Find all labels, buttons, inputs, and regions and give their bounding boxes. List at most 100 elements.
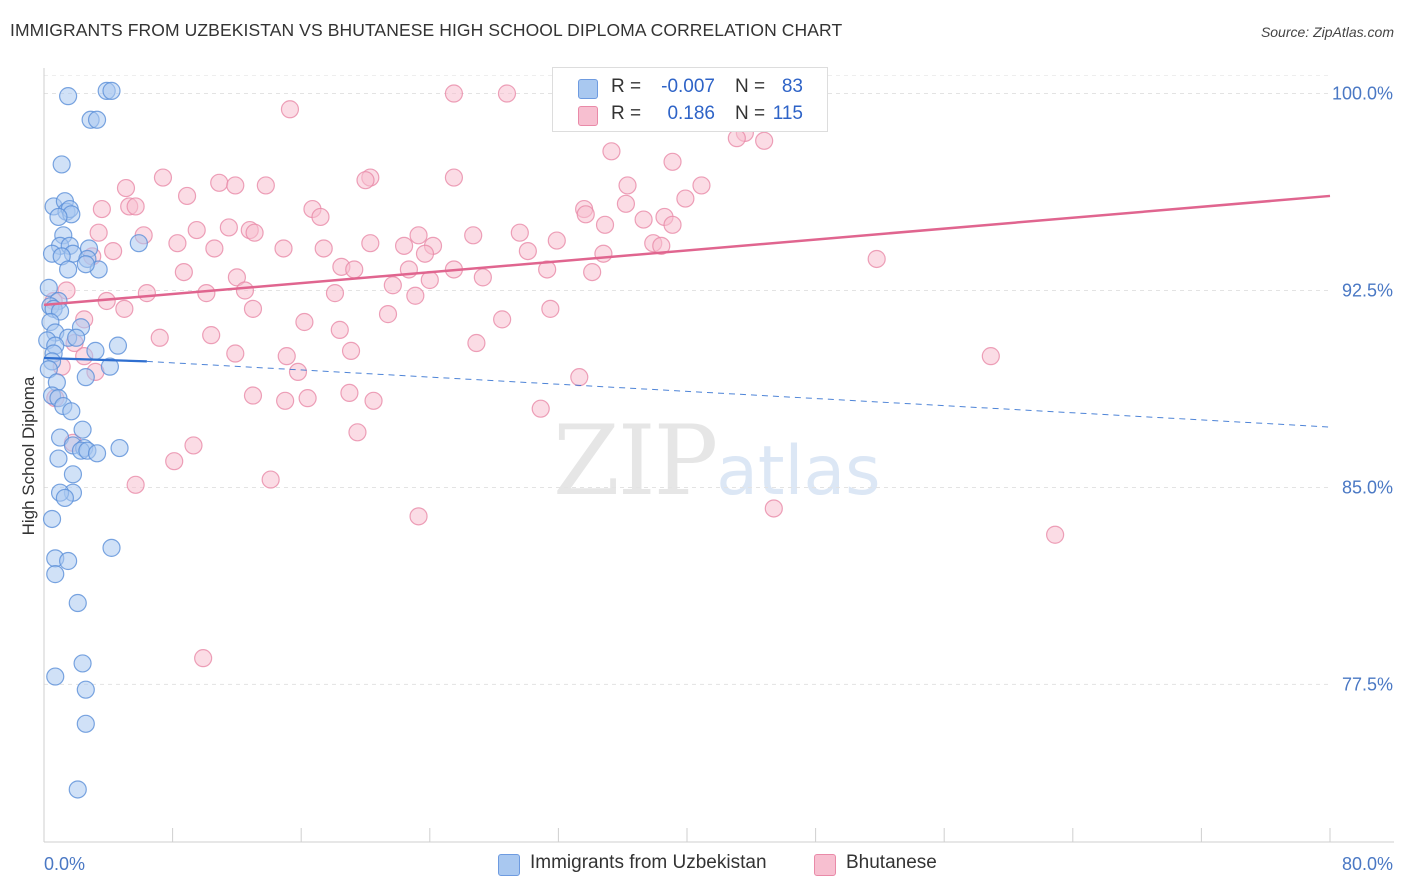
uzbekistan-point bbox=[87, 444, 107, 463]
chart-title: IMMIGRANTS FROM UZBEKISTAN VS BHUTANESE … bbox=[10, 20, 843, 40]
bhutanese-point bbox=[727, 129, 746, 148]
uzbekistan-point bbox=[76, 714, 95, 733]
bhutanese-point bbox=[493, 310, 512, 329]
bhutanese-point bbox=[210, 173, 229, 192]
bhutanese-point bbox=[518, 241, 537, 261]
bhutanese-point bbox=[137, 284, 156, 303]
uzbekistan-point bbox=[63, 465, 83, 484]
bhutanese-point bbox=[89, 223, 108, 242]
bhutanese-point bbox=[153, 168, 173, 187]
bhutanese-point bbox=[277, 347, 296, 366]
bhutanese-point bbox=[235, 281, 255, 300]
bhutanese-point bbox=[867, 249, 886, 269]
x-tick-label: 80.0% bbox=[1342, 854, 1393, 874]
legend-n-value: 115 bbox=[772, 103, 803, 124]
bhutanese-point bbox=[116, 178, 136, 198]
bhutanese-point bbox=[663, 152, 682, 171]
source-label: Source: ZipAtlas.com bbox=[1260, 24, 1394, 40]
bhutanese-point bbox=[345, 260, 364, 279]
uzbekistan-point bbox=[76, 368, 95, 387]
bhutanese-point bbox=[538, 260, 557, 279]
legend-n-label: N = bbox=[735, 76, 766, 97]
bhutanese-point bbox=[570, 368, 589, 387]
uzbekistan-trend-extension bbox=[146, 360, 1331, 428]
bhutanese-point bbox=[634, 210, 653, 229]
bhutanese-point bbox=[165, 452, 184, 471]
uzbekistan-point bbox=[55, 488, 74, 508]
legend-r-value: 0.186 bbox=[667, 103, 715, 124]
uzbekistan-point bbox=[39, 278, 58, 297]
bhutanese-point bbox=[409, 226, 428, 245]
uzbekistan-point bbox=[42, 509, 62, 529]
bhutanese-point bbox=[243, 386, 263, 405]
y-axis-title: High School Diploma bbox=[19, 376, 38, 535]
bhutanese-point bbox=[510, 223, 529, 242]
watermark-zip: ZIP bbox=[553, 405, 718, 517]
bhutanese-point bbox=[226, 344, 245, 363]
bhutanese-point bbox=[576, 205, 595, 224]
bhutanese-point bbox=[177, 186, 197, 206]
bhutanese-point bbox=[314, 239, 333, 258]
bhutanese-points bbox=[44, 84, 1065, 668]
bhutanese-point bbox=[755, 131, 774, 150]
y-tick-label: 100.0% bbox=[1332, 84, 1393, 104]
bhutanese-point bbox=[420, 270, 439, 290]
uzbekistan-points bbox=[38, 81, 148, 799]
uzbekistan-point bbox=[73, 420, 92, 439]
bhutanese-point bbox=[981, 347, 1000, 366]
bhutanese-point bbox=[364, 391, 383, 410]
bhutanese-point bbox=[197, 284, 216, 303]
uzbekistan-point bbox=[46, 565, 65, 584]
bhutanese-point bbox=[184, 436, 203, 455]
legend-n-label: N = bbox=[735, 103, 766, 124]
uzbekistan-point bbox=[59, 551, 78, 571]
uzbekistan-point bbox=[67, 328, 86, 347]
bhutanese-point bbox=[383, 276, 402, 295]
bhutanese-point bbox=[288, 362, 308, 381]
legend-row-uzbekistan: R = -0.007 N = 83 bbox=[553, 75, 827, 101]
uzbekistan-point bbox=[68, 593, 87, 613]
uzbekistan-point bbox=[102, 81, 121, 100]
bhutanese-point bbox=[104, 241, 123, 261]
bhutanese-point bbox=[361, 234, 380, 253]
watermark: ZIPatlas bbox=[553, 405, 881, 517]
uzbekistan-point bbox=[102, 538, 121, 557]
uzbekistan-point bbox=[62, 402, 81, 421]
bhutanese-point bbox=[311, 207, 330, 227]
x-tick-labels: 0.0% 80.0% bbox=[44, 854, 1393, 874]
y-tick-labels: 77.5% 85.0% 92.5% 100.0% bbox=[1332, 84, 1393, 695]
bhutanese-point bbox=[325, 284, 345, 303]
bhutanese-point bbox=[126, 475, 145, 494]
bhutanese-point bbox=[497, 84, 517, 103]
bottom-swatch-bhutanese bbox=[814, 854, 836, 876]
bhutanese-point bbox=[531, 399, 550, 418]
x-tick-label: 0.0% bbox=[44, 854, 85, 874]
watermark-atlas: atlas bbox=[716, 432, 881, 511]
y-tick-label: 77.5% bbox=[1342, 674, 1393, 694]
bhutanese-point bbox=[415, 244, 435, 263]
correlation-legend: R = -0.007 N = 83 R = 0.186 N = 115 bbox=[552, 67, 828, 132]
bhutanese-point bbox=[467, 333, 486, 353]
uzbekistan-point bbox=[52, 155, 71, 174]
uzbekistan-point bbox=[76, 255, 95, 274]
bhutanese-point bbox=[356, 171, 375, 190]
bhutanese-point bbox=[276, 391, 295, 410]
bhutanese-point bbox=[298, 389, 317, 408]
bhutanese-point bbox=[330, 320, 349, 339]
bhutanese-point bbox=[243, 299, 263, 318]
bhutanese-point bbox=[602, 142, 621, 161]
uzbekistan-point bbox=[49, 207, 68, 227]
bhutanese-point bbox=[194, 649, 213, 668]
uzbekistan-point bbox=[46, 667, 65, 686]
bhutanese-point bbox=[187, 220, 206, 240]
bhutanese-point bbox=[274, 239, 293, 258]
bhutanese-point bbox=[378, 305, 398, 324]
bhutanese-point bbox=[676, 189, 695, 208]
uzbekistan-point bbox=[86, 341, 105, 360]
legend-row-bhutanese: R = 0.186 N = 115 bbox=[553, 102, 827, 128]
bhutanese-point bbox=[444, 84, 464, 103]
uzbekistan-point bbox=[129, 234, 148, 253]
bhutanese-point bbox=[444, 168, 464, 187]
bhutanese-point bbox=[764, 499, 783, 518]
axes bbox=[43, 68, 1394, 843]
